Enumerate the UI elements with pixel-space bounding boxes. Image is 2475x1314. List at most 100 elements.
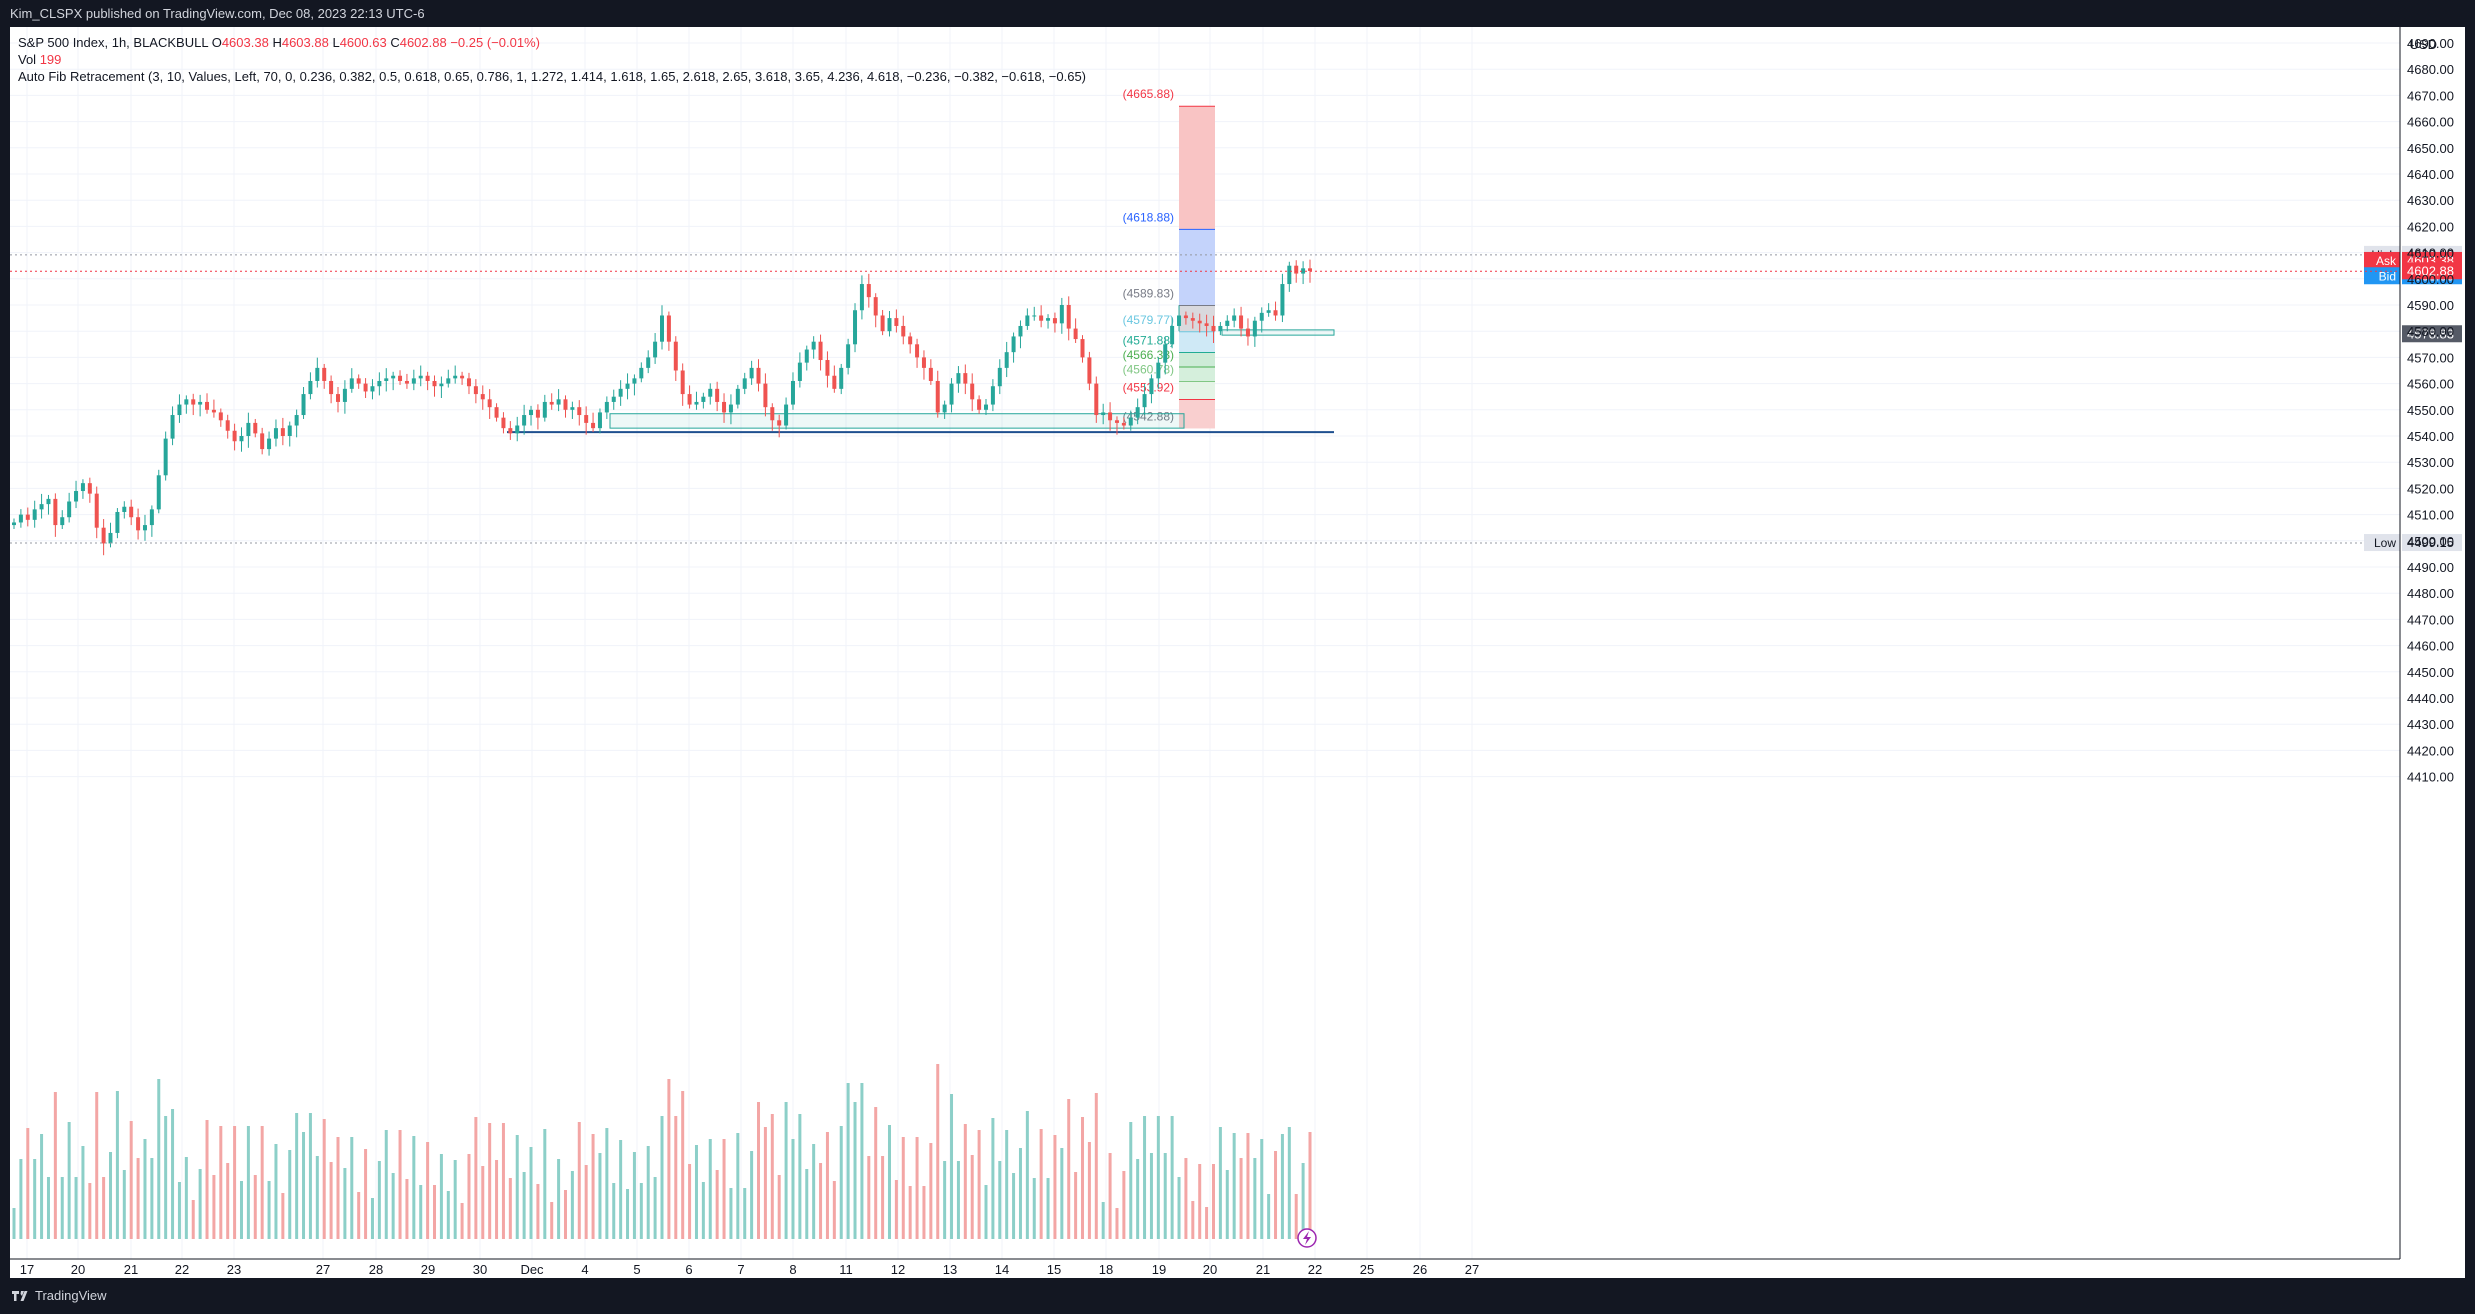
candle-body — [1011, 336, 1016, 353]
volume-bar — [922, 1186, 926, 1239]
fib-zone — [1179, 229, 1215, 306]
high-value: 4603.88 — [281, 35, 329, 50]
candle-body — [666, 315, 671, 342]
volume-bar — [729, 1188, 733, 1239]
volume-bar — [1253, 1158, 1257, 1239]
time-tick-label: 27 — [316, 1262, 330, 1277]
volume-bar — [226, 1163, 230, 1239]
candle-body — [218, 412, 223, 421]
candle-body — [25, 514, 30, 520]
volume-bar — [1198, 1164, 1202, 1239]
fib-level-label: (4560.78) — [1123, 363, 1174, 377]
price-tick-label: 4680.00 — [2407, 62, 2454, 77]
candle-body — [1273, 310, 1278, 316]
candle-body — [122, 506, 127, 512]
candle-body — [625, 383, 630, 389]
candle-body — [80, 483, 85, 492]
indicator-row[interactable]: Auto Fib Retracement (3, 10, Values, Lef… — [18, 68, 1086, 85]
tradingview-logo-icon — [12, 1290, 28, 1301]
candle-body — [977, 399, 982, 410]
volume-bar — [632, 1152, 636, 1239]
volume-bar — [1039, 1129, 1043, 1239]
price-label-box — [2402, 534, 2462, 552]
candle-body — [1004, 352, 1009, 368]
volume-bar — [1163, 1153, 1167, 1239]
candle-body — [473, 386, 478, 395]
price-tick-label: 4530.00 — [2407, 455, 2454, 470]
volume-bar — [853, 1102, 857, 1239]
candle-body — [921, 357, 926, 368]
chart-panel[interactable]: (4665.88) (4618.88) (4589.83) (4579.77) (457… — [10, 27, 2465, 1278]
price-tick-label: 4440.00 — [2407, 691, 2454, 706]
volume-bar — [136, 1158, 140, 1239]
volume-bar — [563, 1190, 567, 1239]
candle-body — [1218, 325, 1223, 332]
candle-body — [790, 380, 795, 405]
candle-body — [1170, 325, 1175, 345]
low-label: L — [332, 35, 340, 50]
candle-body — [253, 422, 258, 434]
volume-bar — [950, 1094, 954, 1239]
publisher-text: Kim_CLSPX published on TradingView.com, … — [10, 6, 425, 21]
volume-bar — [667, 1079, 671, 1239]
candle-body — [308, 380, 313, 395]
time-tick-label: 11 — [839, 1262, 853, 1277]
time-tick-label: 15 — [1047, 1262, 1061, 1277]
fib-level-label: (4542.88) — [1123, 409, 1174, 423]
volume-bar — [377, 1161, 381, 1239]
candle-body — [39, 504, 44, 510]
candle-body — [46, 498, 51, 505]
candle-body — [770, 407, 775, 421]
price-tick-label: 4630.00 — [2407, 193, 2454, 208]
volume-bar — [1129, 1122, 1133, 1239]
candle-body — [32, 509, 37, 520]
candle-body — [1190, 318, 1195, 321]
volume-bar — [219, 1126, 223, 1239]
volume-bar — [529, 1147, 533, 1239]
price-tick-label: 4540.00 — [2407, 429, 2454, 444]
candle-body — [570, 407, 575, 410]
candle-body — [446, 378, 451, 384]
fib-indicator-label[interactable]: Auto Fib Retracement (3, 10, Values, Lef… — [18, 69, 1086, 84]
candle-body — [949, 383, 954, 405]
candle-body — [53, 498, 58, 526]
volume-bar — [1060, 1148, 1064, 1239]
volume-bar — [19, 1159, 23, 1239]
candle-body — [508, 428, 513, 434]
volume-bar — [329, 1162, 333, 1239]
volume-bar — [977, 1130, 981, 1239]
volume-bar — [164, 1116, 168, 1239]
candle-body — [549, 401, 554, 405]
volume-bar — [1274, 1151, 1278, 1239]
candle-body — [970, 383, 975, 400]
candle-body — [1156, 362, 1161, 379]
candle-body — [349, 378, 354, 389]
candle-body — [680, 370, 685, 395]
price-chart[interactable]: (4665.88) (4618.88) (4589.83) (4579.77) (457… — [10, 27, 2465, 1278]
price-tick-label: 4660.00 — [2407, 115, 2454, 130]
candle-body — [356, 378, 361, 384]
price-tick-label: 4570.00 — [2407, 350, 2454, 365]
fib-zone — [1179, 331, 1215, 353]
candle-body — [1225, 320, 1230, 326]
candle-body — [866, 284, 871, 298]
price-tick-label: 4600.00 — [2407, 272, 2454, 287]
volume-bar — [212, 1175, 216, 1239]
volume-bar — [770, 1114, 774, 1239]
candle-body — [1046, 318, 1051, 321]
volume-bar — [60, 1177, 64, 1239]
volume-bar — [894, 1180, 898, 1239]
candle-body — [825, 360, 830, 376]
fib-zone — [1179, 367, 1215, 382]
candle-body — [797, 362, 802, 381]
tradingview-logo[interactable]: TradingView — [12, 1288, 107, 1303]
time-tick-label: 5 — [633, 1262, 640, 1277]
volume-bar — [122, 1170, 126, 1239]
volume-bar — [205, 1120, 209, 1239]
candle-body — [487, 399, 492, 408]
volume-bar — [1074, 1172, 1078, 1239]
price-tick-label: 4690.00 — [2407, 36, 2454, 51]
volume-bar — [956, 1161, 960, 1239]
volume-bar — [522, 1172, 526, 1239]
volume-bar — [867, 1156, 871, 1239]
